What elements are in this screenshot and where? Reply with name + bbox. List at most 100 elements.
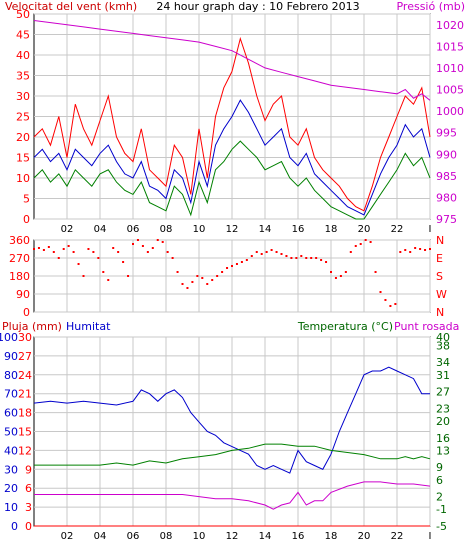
humidity-x-tick: 16 (292, 531, 305, 542)
rain-y-tick: 3 (25, 501, 32, 514)
direction-point (127, 275, 130, 277)
gust-line (33, 36, 431, 212)
pressure-y-tick: 1015 (436, 40, 464, 53)
dew-point-axis-label: Punt rosada (394, 320, 459, 333)
direction-point (216, 275, 219, 277)
direction-point (211, 279, 214, 281)
direction-point (310, 257, 313, 259)
wind-y-tick: 20 (16, 131, 30, 144)
wind_avg-line (33, 140, 431, 220)
direction-point (146, 251, 149, 253)
direction-point (349, 251, 352, 253)
humidity-x-tick: I (429, 531, 432, 542)
direction-y-tick: 180 (9, 270, 30, 283)
direction-point (117, 251, 120, 253)
wind-y-tick: 15 (16, 152, 30, 165)
pressure-y-tick: 985 (436, 170, 457, 183)
rain-axis-label: Pluja (mm) (2, 320, 62, 333)
humidity-y-tick: 50 (4, 426, 18, 439)
wind-x-tick: 02 (61, 224, 74, 235)
direction-point (339, 275, 342, 277)
direction-point (330, 271, 332, 273)
direction-point (196, 275, 199, 277)
direction-point (389, 305, 392, 307)
direction-point (245, 259, 248, 261)
direction-point (369, 241, 372, 243)
humidity-x-tick: 10 (193, 531, 206, 542)
direction-point (404, 249, 407, 251)
humidity-y-tick: 100 (0, 331, 18, 344)
wind-x-tick: 04 (94, 224, 107, 235)
direction-point (379, 291, 382, 293)
humidity-x-tick: 08 (160, 531, 173, 542)
direction-point (67, 245, 70, 247)
direction-point (176, 271, 179, 273)
rain-y-tick: 0 (25, 520, 32, 533)
rain-y-tick: 24 (18, 369, 32, 382)
humidity-x-tick: 18 (325, 531, 338, 542)
temperature-y-tick: 34 (436, 356, 450, 369)
direction-compass-label: W (436, 288, 447, 301)
direction-compass-label: N (436, 306, 444, 319)
direction-point (384, 299, 387, 301)
wind-line (33, 99, 431, 216)
direction-point (72, 251, 75, 253)
direction-point (161, 241, 164, 243)
direction-y-tick: 360 (9, 234, 30, 247)
pressure-y-tick: 990 (436, 148, 457, 161)
direction-point (92, 251, 95, 253)
direction-point (250, 255, 253, 257)
temperature-y-tick: 20 (436, 415, 450, 428)
rain-y-tick: 27 (18, 350, 32, 363)
direction-point (132, 243, 134, 245)
pressure-y-tick: 995 (436, 127, 457, 140)
wind-x-tick: I (429, 224, 432, 235)
humidity-x-tick: 06 (127, 531, 140, 542)
wind-y-tick: 40 (16, 49, 30, 62)
pressure-y-tick: 1005 (436, 84, 464, 97)
direction-point (166, 251, 169, 253)
humidity-y-tick: 40 (4, 444, 18, 457)
humidity-y-tick: 90 (4, 350, 18, 363)
humidity-y-tick: 0 (11, 520, 18, 533)
temperature-axis-label: Temperatura (°C) (297, 320, 393, 333)
direction-point (57, 257, 60, 259)
direction-point (87, 248, 90, 250)
wind-x-tick: 10 (193, 224, 206, 235)
direction-point (191, 281, 194, 283)
temperature-y-tick: 31 (436, 369, 450, 382)
rain-y-tick: 15 (18, 426, 32, 439)
direction-point (429, 248, 431, 250)
direction-point (42, 249, 45, 251)
temperature-y-tick: 2 (436, 491, 443, 504)
wind-y-tick: 30 (16, 90, 30, 103)
direction-point (364, 239, 367, 241)
pressure-line (33, 20, 431, 101)
temperature-y-tick: 13 (436, 444, 450, 457)
direction-y-tick: 270 (9, 252, 30, 265)
wind-y-tick: 25 (16, 111, 30, 124)
pressure-y-tick: 980 (436, 191, 457, 204)
direction-point (102, 271, 105, 273)
direction-compass-label: S (436, 270, 443, 283)
humidity-x-tick: 04 (94, 531, 107, 542)
direction-point (285, 255, 288, 257)
humidity-x-tick: 20 (358, 531, 371, 542)
temperature-line (34, 443, 431, 466)
humidity-y-tick: 80 (4, 369, 18, 382)
direction-point (151, 247, 154, 249)
direction-point (359, 243, 362, 245)
wind-y-tick: 45 (16, 29, 30, 42)
rain-y-tick: 21 (18, 388, 32, 401)
direction-point (295, 257, 298, 259)
wind-x-tick: 06 (127, 224, 140, 235)
wind-y-tick: 50 (16, 8, 30, 21)
wind-x-tick: 20 (358, 224, 371, 235)
rain-y-tick: 6 (25, 482, 32, 495)
direction-point (181, 283, 184, 285)
humidity-x-tick: 22 (391, 531, 404, 542)
direction-point (300, 255, 303, 257)
direction-point (122, 261, 125, 263)
temperature-y-tick: 6 (436, 474, 443, 487)
